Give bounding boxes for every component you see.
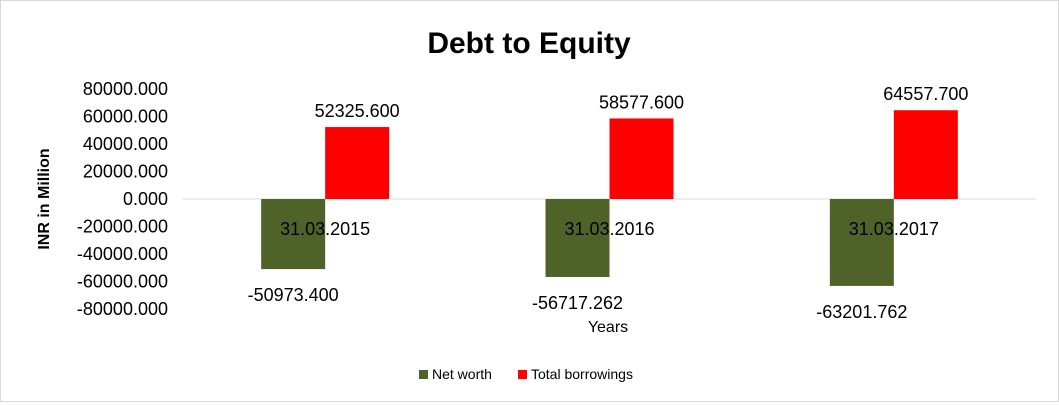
bar-net-worth	[829, 199, 894, 286]
legend-entry: Net worth	[432, 366, 492, 382]
data-label: -50973.400	[248, 285, 339, 305]
y-tick-label: -40000.000	[77, 244, 168, 264]
legend: Net worth Total borrowings	[419, 366, 633, 382]
bar-net-worth	[261, 199, 326, 270]
bar-total-borrowings	[893, 110, 958, 199]
x-axis-title: Years	[588, 319, 628, 336]
category-label: 31.03.2016	[564, 219, 654, 239]
data-label: -63201.762	[816, 302, 907, 322]
y-tick-label: -20000.000	[77, 217, 168, 237]
y-axis-title: INR in Million	[36, 148, 53, 249]
y-tick-label: 40000.000	[83, 134, 168, 154]
y-tick-label: -80000.000	[77, 299, 168, 319]
legend-entry: Total borrowings	[531, 366, 633, 382]
category-labels: 31.03.2015 31.03.2016 31.03.2017	[280, 219, 939, 239]
category-label: 31.03.2015	[280, 219, 370, 239]
data-label: 52325.600	[315, 101, 400, 121]
data-label: -56717.262	[532, 293, 623, 313]
y-tick-label: 20000.000	[83, 162, 168, 182]
y-tick-label: 80000.000	[83, 79, 168, 99]
bar-total-borrowings	[325, 127, 390, 199]
chart-title: Debt to Equity	[427, 27, 631, 60]
data-label: 64557.700	[883, 84, 968, 104]
data-labels: -50973.400 52325.600 -56717.262 58577.600 -6…	[248, 84, 969, 322]
y-tick-labels: 80000.000 60000.000 40000.000 20000.000 0.00…	[77, 79, 168, 319]
bar-net-worth	[545, 199, 610, 277]
bars-group	[261, 110, 958, 286]
data-label: 58577.600	[599, 92, 684, 112]
bar-total-borrowings	[609, 118, 674, 199]
y-tick-label: -60000.000	[77, 272, 168, 292]
category-label: 31.03.2017	[849, 219, 939, 239]
legend-swatch	[518, 370, 527, 379]
legend-swatch	[419, 370, 428, 379]
y-tick-label: 60000.000	[83, 107, 168, 127]
y-tick-label: 0.000	[123, 189, 168, 209]
